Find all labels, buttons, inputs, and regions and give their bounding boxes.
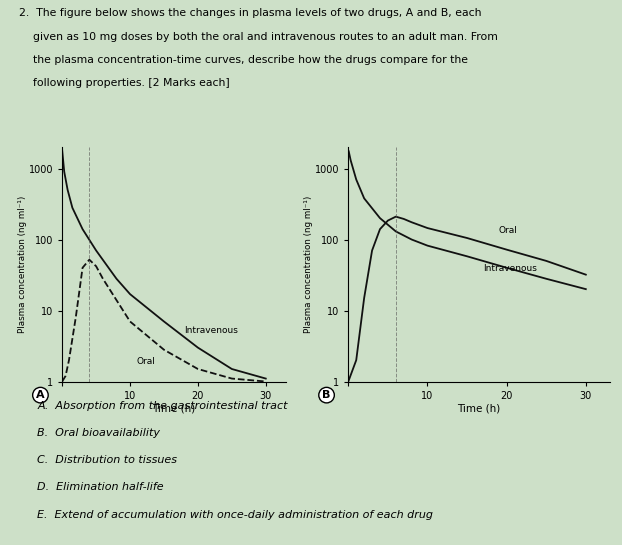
Text: E.  Extend of accumulation with once-daily administration of each drug: E. Extend of accumulation with once-dail… [37, 510, 434, 519]
X-axis label: Time (h): Time (h) [457, 403, 501, 413]
Text: 2.  The figure below shows the changes in plasma levels of two drugs, A and B, e: 2. The figure below shows the changes in… [19, 8, 481, 18]
Text: A: A [36, 390, 45, 400]
Text: following properties. [2 Marks each]: following properties. [2 Marks each] [19, 78, 230, 88]
Text: C.  Distribution to tissues: C. Distribution to tissues [37, 455, 177, 465]
Text: Intravenous: Intravenous [483, 264, 537, 273]
Text: Intravenous: Intravenous [184, 326, 238, 335]
Text: the plasma concentration-time curves, describe how the drugs compare for the: the plasma concentration-time curves, de… [19, 55, 468, 65]
Text: D.  Elimination half-life: D. Elimination half-life [37, 482, 164, 492]
Text: B.  Oral bioavailability: B. Oral bioavailability [37, 428, 160, 438]
X-axis label: Time (h): Time (h) [152, 403, 196, 413]
Y-axis label: Plasma concentration (ng ml⁻¹): Plasma concentration (ng ml⁻¹) [18, 196, 27, 333]
Text: B: B [322, 390, 331, 400]
Text: Oral: Oral [499, 226, 518, 235]
Text: given as 10 mg doses by both the oral and intravenous routes to an adult man. Fr: given as 10 mg doses by both the oral an… [19, 32, 498, 41]
Text: A.  Absorption from the gastrointestinal tract: A. Absorption from the gastrointestinal … [37, 401, 288, 410]
Text: Oral: Oral [137, 357, 156, 366]
Y-axis label: Plasma concentration (ng ml⁻¹): Plasma concentration (ng ml⁻¹) [304, 196, 313, 333]
